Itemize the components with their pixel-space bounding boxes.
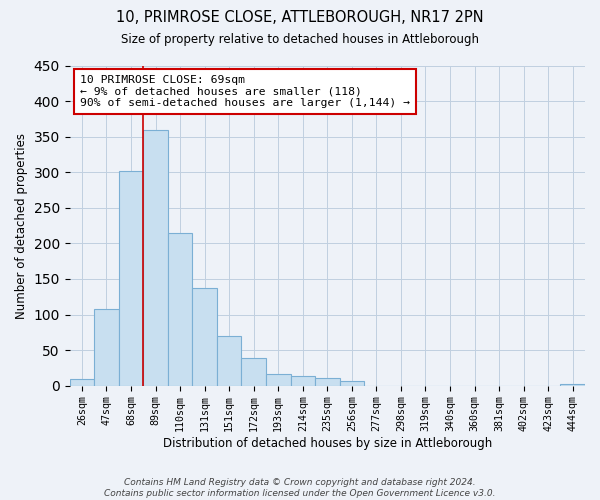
Y-axis label: Number of detached properties: Number of detached properties — [15, 132, 28, 318]
Text: 10 PRIMROSE CLOSE: 69sqm
← 9% of detached houses are smaller (118)
90% of semi-d: 10 PRIMROSE CLOSE: 69sqm ← 9% of detache… — [80, 75, 410, 108]
Bar — [241, 358, 266, 386]
Bar — [266, 374, 290, 386]
Bar — [340, 382, 364, 386]
Bar — [168, 234, 193, 386]
Bar — [290, 376, 315, 386]
Bar — [560, 384, 585, 386]
Bar — [315, 378, 340, 386]
X-axis label: Distribution of detached houses by size in Attleborough: Distribution of detached houses by size … — [163, 437, 492, 450]
Bar — [143, 130, 168, 386]
Bar — [119, 171, 143, 386]
Text: Size of property relative to detached houses in Attleborough: Size of property relative to detached ho… — [121, 32, 479, 46]
Bar — [70, 380, 94, 386]
Text: Contains HM Land Registry data © Crown copyright and database right 2024.
Contai: Contains HM Land Registry data © Crown c… — [104, 478, 496, 498]
Bar — [193, 288, 217, 386]
Bar — [94, 309, 119, 386]
Text: 10, PRIMROSE CLOSE, ATTLEBOROUGH, NR17 2PN: 10, PRIMROSE CLOSE, ATTLEBOROUGH, NR17 2… — [116, 10, 484, 25]
Bar — [217, 336, 241, 386]
